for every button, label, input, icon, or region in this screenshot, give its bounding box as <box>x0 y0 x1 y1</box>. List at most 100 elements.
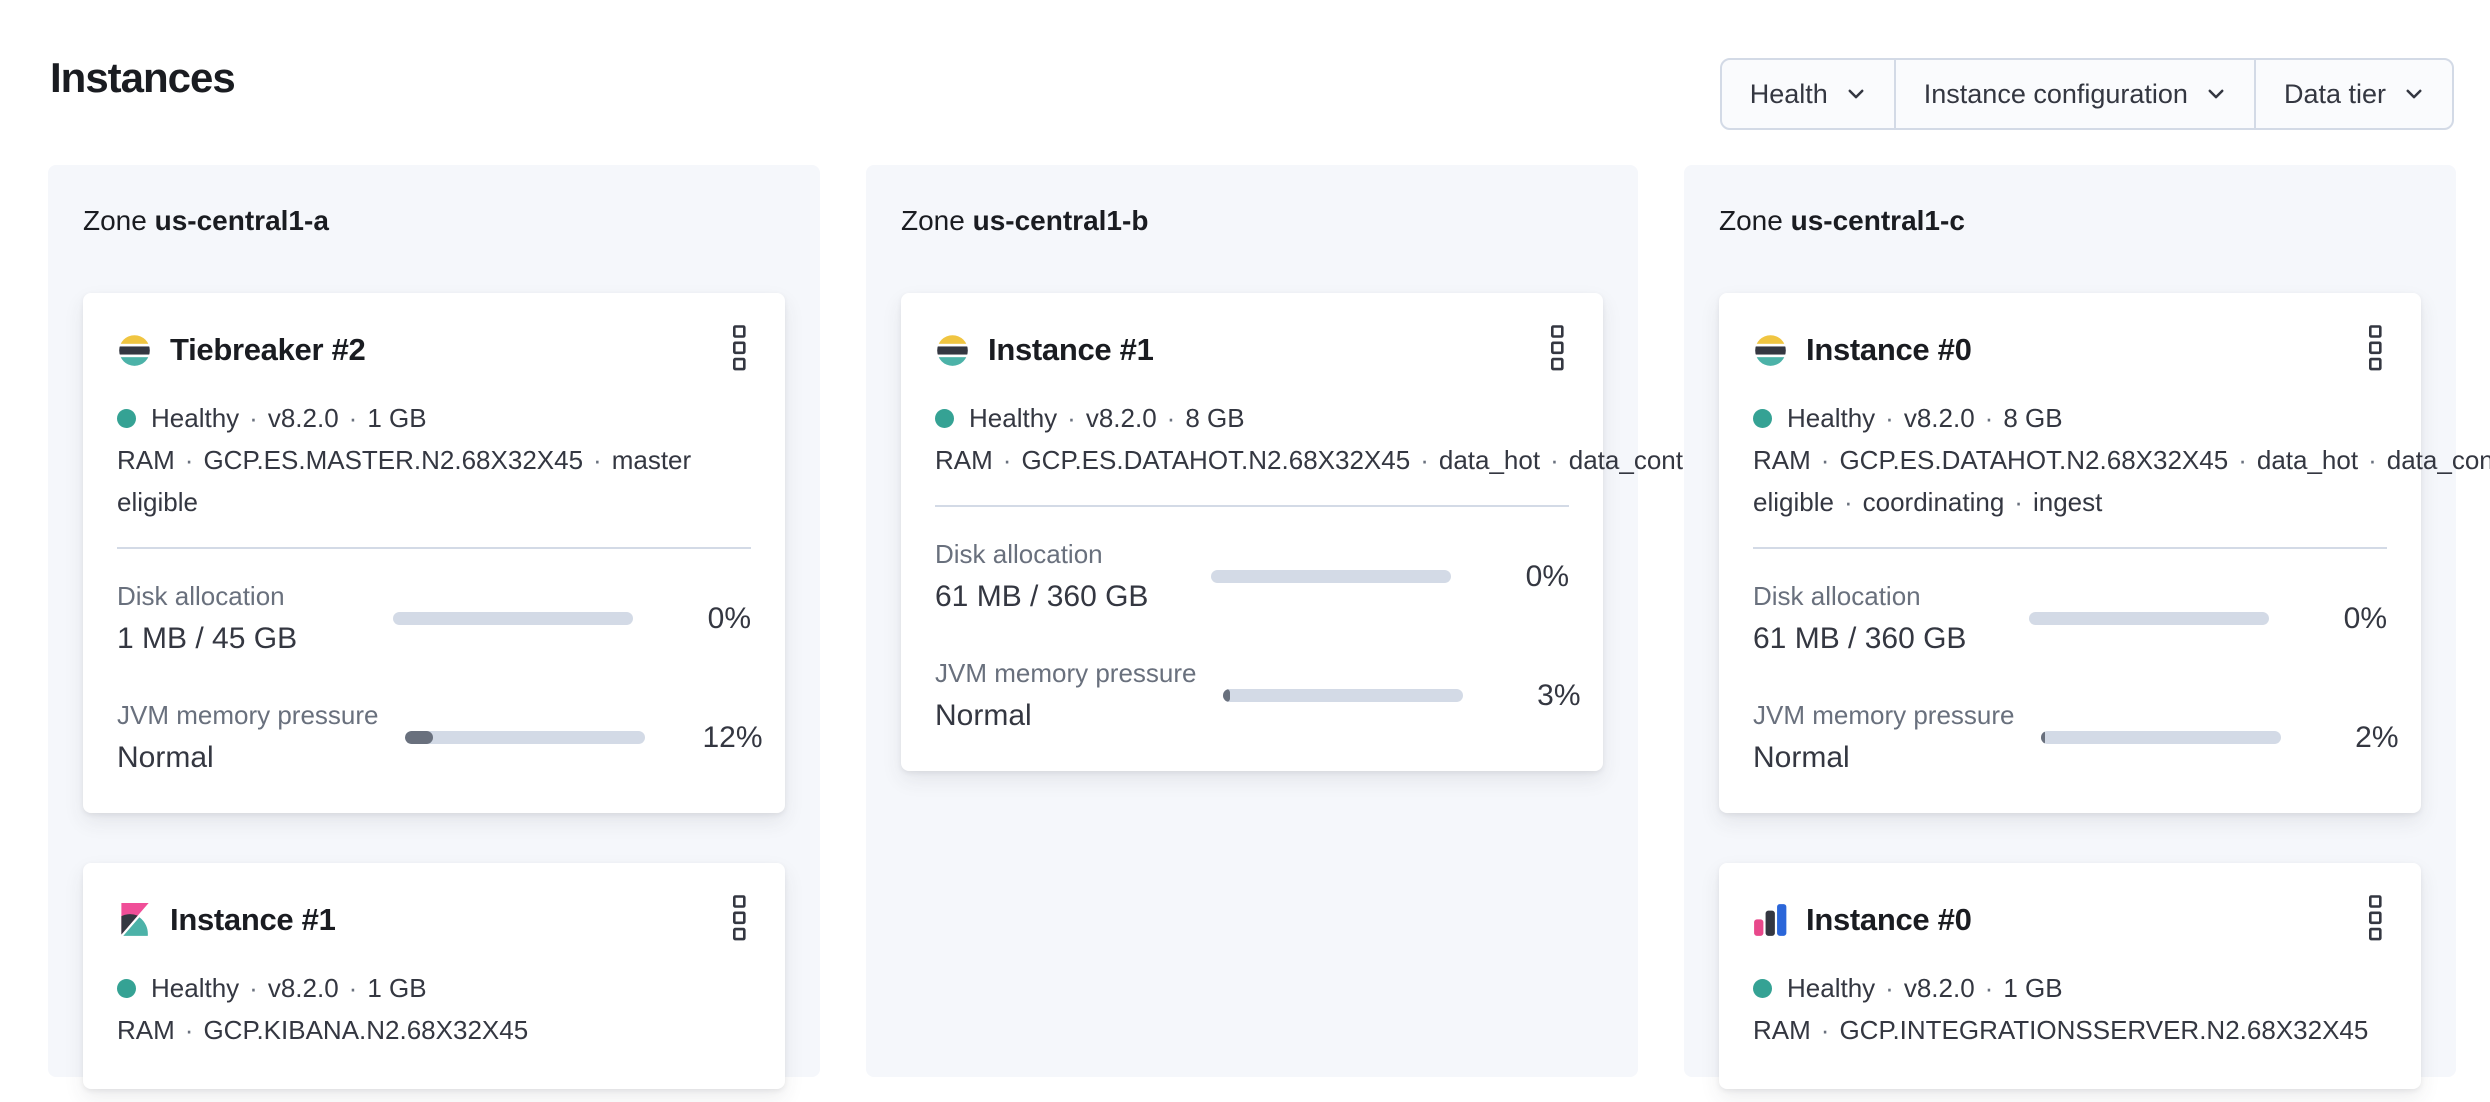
health-dot-icon <box>935 409 954 428</box>
instance-card: Instance #0 Healthy · v8.2.0 · 1 GB RAM · GCP.… <box>1719 863 2421 1089</box>
meta-token: 8 GB RAM <box>935 403 1245 475</box>
meta-token: coordinating <box>1862 487 2005 517</box>
instance-menu-button[interactable] <box>727 893 751 945</box>
metric-text: JVM memory pressure Normal <box>1753 700 2015 775</box>
meta-token: data_hot <box>2256 445 2359 475</box>
progress-bar <box>2040 731 2281 744</box>
metric-row: JVM memory pressure Normal 12% <box>117 700 763 775</box>
zone-panel: Zone us-central1-b Instance #1 Healthy · v <box>866 165 2101 1077</box>
meta-separator: · <box>1550 445 1559 475</box>
metric-row: JVM memory pressure Normal 2% <box>1753 700 2399 775</box>
meta-token: v8.2.0 <box>1085 403 1157 433</box>
boxes-vertical-icon <box>2368 325 2382 371</box>
card-header: Tiebreaker #2 <box>117 325 751 375</box>
card-header: Instance #1 <box>935 325 1569 375</box>
chevron-down-icon <box>1848 89 1864 99</box>
zone-label: Zone <box>901 205 965 236</box>
card-divider <box>1753 547 2387 549</box>
page-header: Instances Health Instance configuration … <box>0 0 2490 130</box>
integrations-server-logo-icon <box>1753 903 1788 938</box>
instance-title: Instance #1 <box>988 332 1154 367</box>
meta-token: 8 GB RAM <box>1753 403 2063 475</box>
meta-token: GCP.KIBANA.N2.68X32X45 <box>203 1015 529 1045</box>
instance-card: Tiebreaker #2 Healthy · v8.2.0 · 1 GB RAM · GC… <box>83 293 785 813</box>
meta-token: Healthy <box>1787 973 1876 1003</box>
filter-instance-configuration-label: Instance configuration <box>1923 78 2188 109</box>
metric-label: JVM memory pressure <box>935 658 1197 688</box>
metric-percent: 12% <box>702 720 763 754</box>
metric-value: Normal <box>1753 741 1850 774</box>
meta-separator: · <box>1820 1015 1830 1045</box>
zone-heading: Zone us-central1-b <box>901 205 1603 237</box>
metric-label: JVM memory pressure <box>117 700 379 730</box>
filter-data-tier-button[interactable]: Data tier <box>2256 60 2452 128</box>
meta-token: Healthy <box>151 973 240 1003</box>
metric-label: Disk allocation <box>1753 581 1921 611</box>
metric-percent: 0% <box>2343 601 2387 635</box>
instance-menu-button[interactable] <box>1545 323 1569 375</box>
progress-bar <box>1222 689 1463 702</box>
progress-bar <box>1211 570 1451 583</box>
meta-token: 1 GB RAM <box>117 403 427 475</box>
metric-percent: 0% <box>707 601 751 635</box>
zone-heading: Zone us-central1-a <box>83 205 785 237</box>
meta-separator: · <box>1984 973 1994 1003</box>
instance-menu-button[interactable] <box>727 323 751 375</box>
metric-value: Normal <box>117 741 214 774</box>
meta-token: v8.2.0 <box>267 403 339 433</box>
progress-bar <box>404 731 645 744</box>
instance-title: Instance #0 <box>1806 332 1972 367</box>
filter-instance-configuration-button[interactable]: Instance configuration <box>1896 60 2256 128</box>
metric-percent: 2% <box>2355 720 2399 754</box>
instance-title: Instance #0 <box>1806 902 1972 937</box>
zone-name: us-central1-c <box>1790 205 1965 236</box>
metric-text: Disk allocation 1 MB / 45 GB <box>117 581 367 656</box>
card-header: Instance #1 <box>117 895 751 945</box>
elasticsearch-logo-icon <box>1753 333 1788 368</box>
filter-health-label: Health <box>1749 78 1828 109</box>
card-header: Instance #0 <box>1753 325 2387 375</box>
metric-value: 1 MB / 45 GB <box>117 622 298 655</box>
zone-label: Zone <box>83 205 147 236</box>
filter-health-button[interactable]: Health <box>1722 60 1896 128</box>
metric-label: JVM memory pressure <box>1753 700 2015 730</box>
boxes-vertical-icon <box>732 325 746 371</box>
metric-text: JVM memory pressure Normal <box>117 700 379 775</box>
metric-row: Disk allocation 1 MB / 45 GB 0% <box>117 581 751 656</box>
zone-heading: Zone us-central1-c <box>1719 205 2421 237</box>
zone-cards: Tiebreaker #2 Healthy · v8.2.0 · 1 GB RAM · GC… <box>83 293 785 1089</box>
zone-name: us-central1-b <box>972 205 1149 236</box>
instance-menu-button[interactable] <box>2363 893 2387 945</box>
meta-token: 1 GB RAM <box>1753 973 2063 1045</box>
meta-separator: · <box>184 445 194 475</box>
boxes-vertical-icon <box>2368 895 2382 941</box>
meta-token: Healthy <box>151 403 240 433</box>
zone-panel: Zone us-central1-a Tiebreaker #2 Healthy <box>48 165 820 1089</box>
meta-separator: · <box>184 1015 194 1045</box>
meta-token: Healthy <box>969 403 1058 433</box>
instance-title: Instance #1 <box>170 902 336 937</box>
zone-cards: Instance #0 Healthy · v8.2.0 · 8 GB RAM · GCP.… <box>1719 293 2490 1089</box>
chevron-down-icon <box>2208 89 2224 99</box>
instance-meta: Healthy · v8.2.0 · 1 GB RAM · GCP.KIBANA.N2.68… <box>117 967 751 1051</box>
meta-token: 1 GB RAM <box>117 973 427 1045</box>
card-header: Instance #0 <box>1753 895 2387 945</box>
meta-separator: · <box>593 445 602 475</box>
meta-separator: · <box>348 973 358 1003</box>
meta-token: v8.2.0 <box>1903 403 1975 433</box>
meta-separator: · <box>1002 445 1012 475</box>
metric-row: Disk allocation 61 MB / 360 GB 0% <box>1753 581 2387 656</box>
instance-card: Instance #0 Healthy · v8.2.0 · 8 GB RAM · GCP.… <box>1719 293 2490 813</box>
instance-menu-button[interactable] <box>2363 323 2387 375</box>
metric-value: 61 MB / 360 GB <box>935 580 1149 613</box>
filter-data-tier-label: Data tier <box>2283 78 2386 109</box>
meta-separator: · <box>249 403 258 433</box>
meta-token: master eligible <box>1753 487 1834 517</box>
chevron-down-icon <box>2406 89 2422 99</box>
metric-text: Disk allocation 61 MB / 360 GB <box>1753 581 2003 656</box>
elasticsearch-logo-icon <box>935 333 970 368</box>
meta-token: GCP.INTEGRATIONSSERVER.N2.68X32X45 <box>1839 1015 2369 1045</box>
instance-metrics: Disk allocation 1 MB / 45 GB 0% JVM memo… <box>117 547 763 775</box>
instance-meta: Healthy · v8.2.0 · 8 GB RAM · GCP.ES.DATAHOT.N… <box>935 397 2101 481</box>
meta-separator: · <box>2238 445 2247 475</box>
